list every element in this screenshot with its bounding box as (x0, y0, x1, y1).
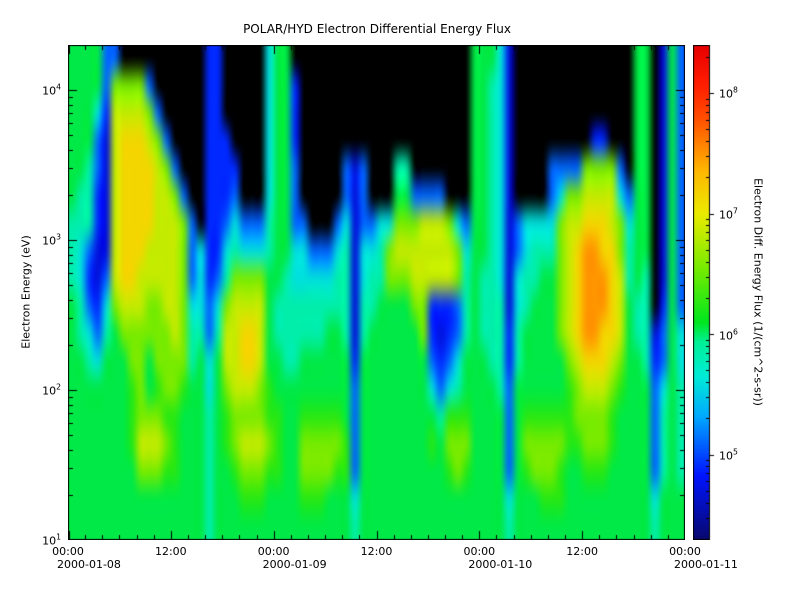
y-axis-label: Electron Energy (eV) (19, 235, 33, 349)
colorbar-axis-label: Electron Diff. Energy Flux (1/(cm^2-s-sr… (751, 178, 765, 406)
x-tick-label: 12:00 (360, 545, 393, 558)
x-tick-label: 12:00 (566, 545, 599, 558)
colorbar-tick-label: 106 (719, 327, 738, 343)
colorbar-tick-label: 108 (719, 85, 738, 101)
x-tick-label: 00:00 (257, 545, 290, 558)
colorbar-tick-label: 107 (719, 206, 738, 222)
colorbar (693, 45, 717, 540)
y-tick-label: 104 (42, 82, 61, 98)
y-tick-label: 101 (42, 532, 61, 548)
x-date-label: 2000-01-10 (468, 558, 533, 571)
colorbar-tick-label: 105 (719, 448, 738, 463)
x-tick-label: 00:00 (52, 545, 84, 558)
chart-title: POLAR/HYD Electron Differential Energy F… (243, 22, 511, 36)
x-tick-label: 12:00 (154, 545, 187, 558)
x-date-label: 2000-01-09 (262, 558, 327, 571)
y-tick-label: 103 (42, 232, 61, 248)
x-tick-label: 00:00 (669, 545, 701, 558)
spectrogram-canvas (68, 45, 685, 540)
x-tick-label: 00:00 (463, 545, 496, 558)
x-date-label: 2000-01-08 (57, 558, 121, 571)
x-date-label: 2000-01-11 (674, 558, 738, 571)
y-tick-label: 102 (42, 382, 61, 398)
